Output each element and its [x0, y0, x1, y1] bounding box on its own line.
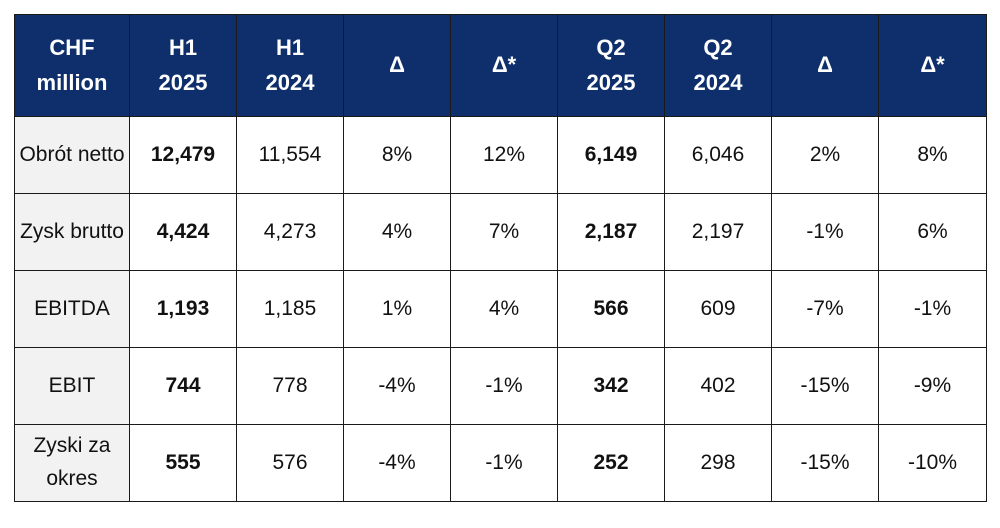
cell-delta-star-q2: -9%	[878, 347, 987, 425]
cell-delta-q2: -1%	[771, 193, 879, 271]
cell-delta-h1: -4%	[343, 347, 451, 425]
cell-delta-h1: 1%	[343, 270, 451, 348]
row-label: EBITDA	[14, 270, 130, 348]
cell-delta-star-h1: 12%	[450, 116, 558, 194]
cell-delta-q2: -15%	[771, 424, 879, 502]
table-row: Zyski za okres 555 576 -4% -1% 252 298 -…	[14, 424, 987, 502]
cell-h1-2025: 12,479	[129, 116, 237, 194]
cell-delta-h1: 8%	[343, 116, 451, 194]
cell-delta-star-h1: 4%	[450, 270, 558, 348]
cell-delta-q2: -15%	[771, 347, 879, 425]
row-label: Zyski za okres	[14, 424, 130, 502]
header-q2-2025: Q2 2025	[557, 14, 665, 117]
financial-results-table: CHF million H1 2025 H1 2024 Δ Δ*	[14, 14, 987, 502]
cell-h1-2024: 778	[236, 347, 344, 425]
financial-table-container: CHF million H1 2025 H1 2024 Δ Δ*	[14, 14, 987, 512]
header-delta-star-h1: Δ*	[450, 14, 558, 117]
cell-h1-2025: 744	[129, 347, 237, 425]
header-line2: million	[36, 69, 108, 95]
cell-delta-h1: -4%	[343, 424, 451, 502]
header-row: CHF million H1 2025 H1 2024 Δ Δ*	[14, 14, 987, 117]
header-delta-h1: Δ	[343, 14, 451, 117]
header-line2: 2025	[586, 69, 636, 95]
cell-delta-star-q2: -10%	[878, 424, 987, 502]
cell-delta-q2: -7%	[771, 270, 879, 348]
row-label: Obrót netto	[14, 116, 130, 194]
cell-h1-2024: 11,554	[236, 116, 344, 194]
cell-q2-2024: 402	[664, 347, 772, 425]
cell-q2-2024: 6,046	[664, 116, 772, 194]
header-h1-2025: H1 2025	[129, 14, 237, 117]
table-row: Obrót netto 12,479 11,554 8% 12% 6,149 6…	[14, 116, 987, 194]
table-row: Zysk brutto 4,424 4,273 4% 7% 2,187 2,19…	[14, 193, 987, 271]
cell-q2-2025: 252	[557, 424, 665, 502]
cell-h1-2025: 4,424	[129, 193, 237, 271]
cell-q2-2025: 342	[557, 347, 665, 425]
header-line2: 2025	[158, 69, 208, 95]
cell-h1-2025: 555	[129, 424, 237, 502]
header-line1: Δ*	[491, 52, 517, 78]
cell-q2-2025: 2,187	[557, 193, 665, 271]
cell-q2-2024: 609	[664, 270, 772, 348]
row-label: EBIT	[14, 347, 130, 425]
header-line2: 2024	[693, 69, 743, 95]
header-currency: CHF million	[14, 14, 130, 117]
header-line1: Q2	[596, 35, 626, 61]
cell-delta-h1: 4%	[343, 193, 451, 271]
header-delta-q2: Δ	[771, 14, 879, 117]
cell-q2-2025: 6,149	[557, 116, 665, 194]
header-line1: Δ*	[920, 52, 945, 78]
cell-h1-2024: 576	[236, 424, 344, 502]
cell-h1-2025: 1,193	[129, 270, 237, 348]
cell-q2-2024: 298	[664, 424, 772, 502]
header-line1: H1	[275, 35, 305, 61]
cell-delta-q2: 2%	[771, 116, 879, 194]
header-line1: Q2	[703, 35, 733, 61]
header-line1: Δ	[817, 52, 833, 78]
row-label: Zysk brutto	[14, 193, 130, 271]
cell-delta-star-q2: 6%	[878, 193, 987, 271]
header-h1-2024: H1 2024	[236, 14, 344, 117]
table-row: EBIT 744 778 -4% -1% 342 402 -15% -9%	[14, 347, 987, 425]
cell-q2-2024: 2,197	[664, 193, 772, 271]
header-line2: 2024	[265, 69, 315, 95]
cell-h1-2024: 4,273	[236, 193, 344, 271]
cell-q2-2025: 566	[557, 270, 665, 348]
header-line1: CHF	[49, 35, 95, 61]
cell-delta-star-q2: -1%	[878, 270, 987, 348]
header-line1: Δ	[389, 52, 405, 78]
header-delta-star-q2: Δ*	[878, 14, 987, 117]
table-row: EBITDA 1,193 1,185 1% 4% 566 609 -7% -1%	[14, 270, 987, 348]
header-line1: H1	[168, 35, 198, 61]
header-q2-2024: Q2 2024	[664, 14, 772, 117]
cell-delta-star-q2: 8%	[878, 116, 987, 194]
cell-delta-star-h1: 7%	[450, 193, 558, 271]
cell-h1-2024: 1,185	[236, 270, 344, 348]
cell-delta-star-h1: -1%	[450, 347, 558, 425]
cell-delta-star-h1: -1%	[450, 424, 558, 502]
